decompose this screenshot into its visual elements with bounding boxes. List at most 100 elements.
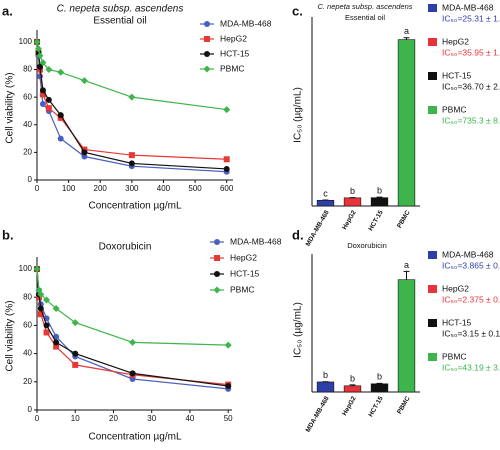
- y-tick-label: 100: [19, 37, 33, 46]
- y-tick-label: 0: [28, 175, 33, 184]
- x-tick-label: 300: [125, 184, 139, 193]
- marker: [72, 361, 79, 368]
- legend-label: MDA-MB-468: [442, 2, 494, 12]
- legend-swatch: [428, 4, 437, 12]
- x-tick-label: HCT-15: [367, 209, 384, 232]
- bar: [343, 197, 362, 207]
- marker: [39, 87, 46, 94]
- marker: [39, 101, 46, 108]
- marker: [128, 160, 135, 167]
- marker: [36, 63, 43, 70]
- x-tick-label: 0: [35, 414, 40, 423]
- legend-label: HCT-15: [220, 48, 250, 58]
- chart-subtitle: Essential oil: [93, 16, 146, 27]
- legend-marker: [214, 255, 220, 261]
- x-axis-label: Concentration µg/mL: [88, 432, 181, 443]
- legend-value: IC₅₀=3.15 ± 0.17: [442, 328, 500, 338]
- legend-swatch: [428, 72, 437, 80]
- legend-value: IC₅₀=25.31 ± 1.32: [442, 13, 500, 23]
- x-tick-label: 400: [157, 184, 171, 193]
- marker: [225, 383, 232, 390]
- marker: [53, 343, 60, 350]
- x-tick-label: HepG2: [341, 395, 358, 417]
- significance-letter: b: [350, 186, 355, 196]
- legend-value: IC₅₀=36.70 ± 2.41: [442, 81, 500, 91]
- marker: [37, 290, 45, 298]
- x-tick-label: 10: [71, 414, 80, 423]
- panel-label: a.: [2, 3, 13, 18]
- marker: [57, 135, 64, 142]
- marker: [81, 153, 88, 160]
- x-tick-label: 30: [147, 414, 156, 423]
- panel-label: c.: [292, 3, 303, 18]
- legend-label: HCT-15: [442, 317, 472, 327]
- marker: [52, 305, 60, 313]
- chart-title: Doxorubicin: [347, 241, 387, 250]
- significance-letter: b: [323, 370, 328, 380]
- legend-value: IC₅₀=2.375 ± 0.35: [442, 294, 500, 304]
- error-bar: [349, 384, 356, 386]
- legend-value: IC₅₀=735.3 ± 8.10: [442, 115, 500, 125]
- legend-label: HepG2: [442, 36, 469, 46]
- legend-marker: [203, 65, 211, 73]
- legend-label: PBMC: [442, 104, 467, 114]
- y-tick-label: 20: [23, 377, 32, 386]
- marker: [53, 333, 60, 340]
- significance-letter: a: [404, 260, 409, 270]
- marker: [81, 149, 88, 156]
- y-tick-label: 40: [23, 120, 32, 129]
- marker: [53, 339, 60, 346]
- y-tick-label: 40: [23, 349, 32, 358]
- marker: [223, 165, 230, 172]
- marker: [128, 93, 136, 101]
- legend-label: HepG2: [442, 283, 469, 293]
- marker: [224, 341, 232, 349]
- legend-marker: [204, 51, 210, 57]
- marker: [37, 311, 44, 318]
- legend-label: PBMC: [442, 351, 467, 361]
- panel-label: b.: [2, 227, 14, 242]
- marker: [57, 68, 65, 76]
- marker: [223, 106, 231, 114]
- marker: [57, 112, 64, 119]
- legend-marker: [213, 286, 221, 294]
- y-tick-label: 0: [28, 405, 33, 414]
- error-bar: [403, 270, 410, 280]
- legend-label: MDA-MB-468: [230, 236, 282, 246]
- legend-marker: [214, 239, 220, 245]
- bar: [370, 197, 389, 207]
- legend-value: IC₅₀=35.95 ± 1.33: [442, 47, 500, 57]
- marker: [72, 350, 79, 357]
- y-tick-label: 60: [23, 321, 32, 330]
- legend-swatch: [428, 353, 437, 361]
- legend-swatch: [428, 251, 437, 259]
- marker: [43, 322, 50, 329]
- bar: [343, 385, 362, 393]
- x-tick-label: MDA-MB-468: [305, 395, 331, 434]
- y-axis-label: Cell viability (%): [5, 72, 16, 143]
- x-tick-label: PBMC: [396, 395, 412, 415]
- x-tick-label: PBMC: [396, 209, 412, 229]
- x-tick-label: MDA-MB-468: [305, 209, 331, 248]
- x-tick-label: HCT-15: [367, 395, 384, 418]
- marker: [36, 52, 44, 60]
- significance-letter: c: [323, 188, 328, 198]
- legend-value: IC₅₀=3.865 ± 0.08: [442, 260, 500, 270]
- marker: [129, 370, 136, 377]
- legend-swatch: [428, 38, 437, 46]
- bar: [397, 279, 416, 393]
- marker: [129, 338, 137, 346]
- legend-label: HepG2: [230, 252, 257, 262]
- marker: [45, 105, 52, 112]
- legend-label: MDA-MB-468: [220, 18, 272, 28]
- marker: [71, 319, 79, 327]
- y-tick-label: 80: [23, 65, 32, 74]
- marker: [33, 265, 41, 273]
- marker: [45, 66, 53, 74]
- x-tick-label: 20: [109, 414, 118, 423]
- y-tick-label: 80: [23, 292, 32, 301]
- x-tick-label: 600: [220, 184, 234, 193]
- x-tick-label: 500: [188, 184, 202, 193]
- x-tick-label: 40: [185, 414, 194, 423]
- bar: [316, 381, 335, 393]
